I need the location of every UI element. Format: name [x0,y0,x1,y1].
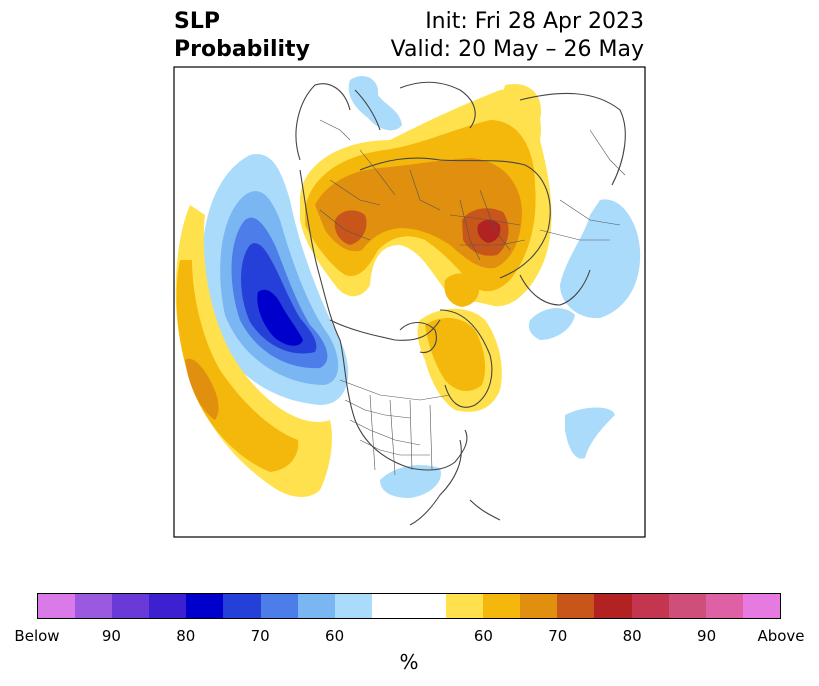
colorbar-segment [483,594,521,618]
colorbar-tick-label: 90 [697,627,717,645]
colorbar-tick-label: 60 [473,627,493,645]
colorbar-tick-label: 70 [250,627,270,645]
colorbar-segment [705,594,743,618]
colorbar-tick-label: 60 [325,627,345,645]
colorbar-segment [668,594,706,618]
colorbar-segment [38,594,76,618]
colorbar-tick-label: 80 [176,627,196,645]
colorbar-segment [149,594,187,618]
colorbar-tick-label: Above [757,627,805,645]
colorbar-segment [408,594,447,618]
political-borders [319,119,626,476]
colorbar-segment [260,594,298,618]
colorbar-segment [520,594,558,618]
colorbar-segment [75,594,113,618]
init-date: Init: Fri 28 Apr 2023 [425,9,644,34]
colorbar-segment [297,594,335,618]
colorbar-segment [223,594,261,618]
negative-anomaly-north-america [380,465,441,498]
positive-anomaly-arctic [300,84,552,412]
colorbar-segment [334,594,372,618]
colorbar-tick-label: 90 [101,627,121,645]
colorbar-segment [557,594,595,618]
valid-range: Valid: 20 May – 26 May [390,37,644,62]
positive-anomaly-pacific [175,205,332,497]
colorbar-segment [186,594,224,618]
colorbar-segment [631,594,669,618]
colorbar-tick-label: Below [14,627,60,645]
negative-anomaly-pacific [202,154,349,405]
negative-anomaly-pacific-east [565,407,615,459]
colorbar-segment [112,594,150,618]
map-title: SLP Probability [174,9,310,62]
map-content [174,67,645,537]
negative-anomaly-europe [348,75,402,131]
colorbar-segment [594,594,632,618]
date-info: Init: Fri 28 Apr 2023 Valid: 20 May – 26… [391,8,644,64]
colorbar-segment [742,594,780,618]
colorbar-segment [446,594,484,618]
map-frame [173,66,646,538]
coastlines [295,81,626,526]
colorbar-tick-label: 80 [622,627,642,645]
colorbar-tick-label: 70 [548,627,568,645]
colorbar [37,593,781,619]
negative-anomaly-asia [528,199,641,340]
colorbar-label: % [399,650,419,674]
colorbar-segment [371,594,409,618]
